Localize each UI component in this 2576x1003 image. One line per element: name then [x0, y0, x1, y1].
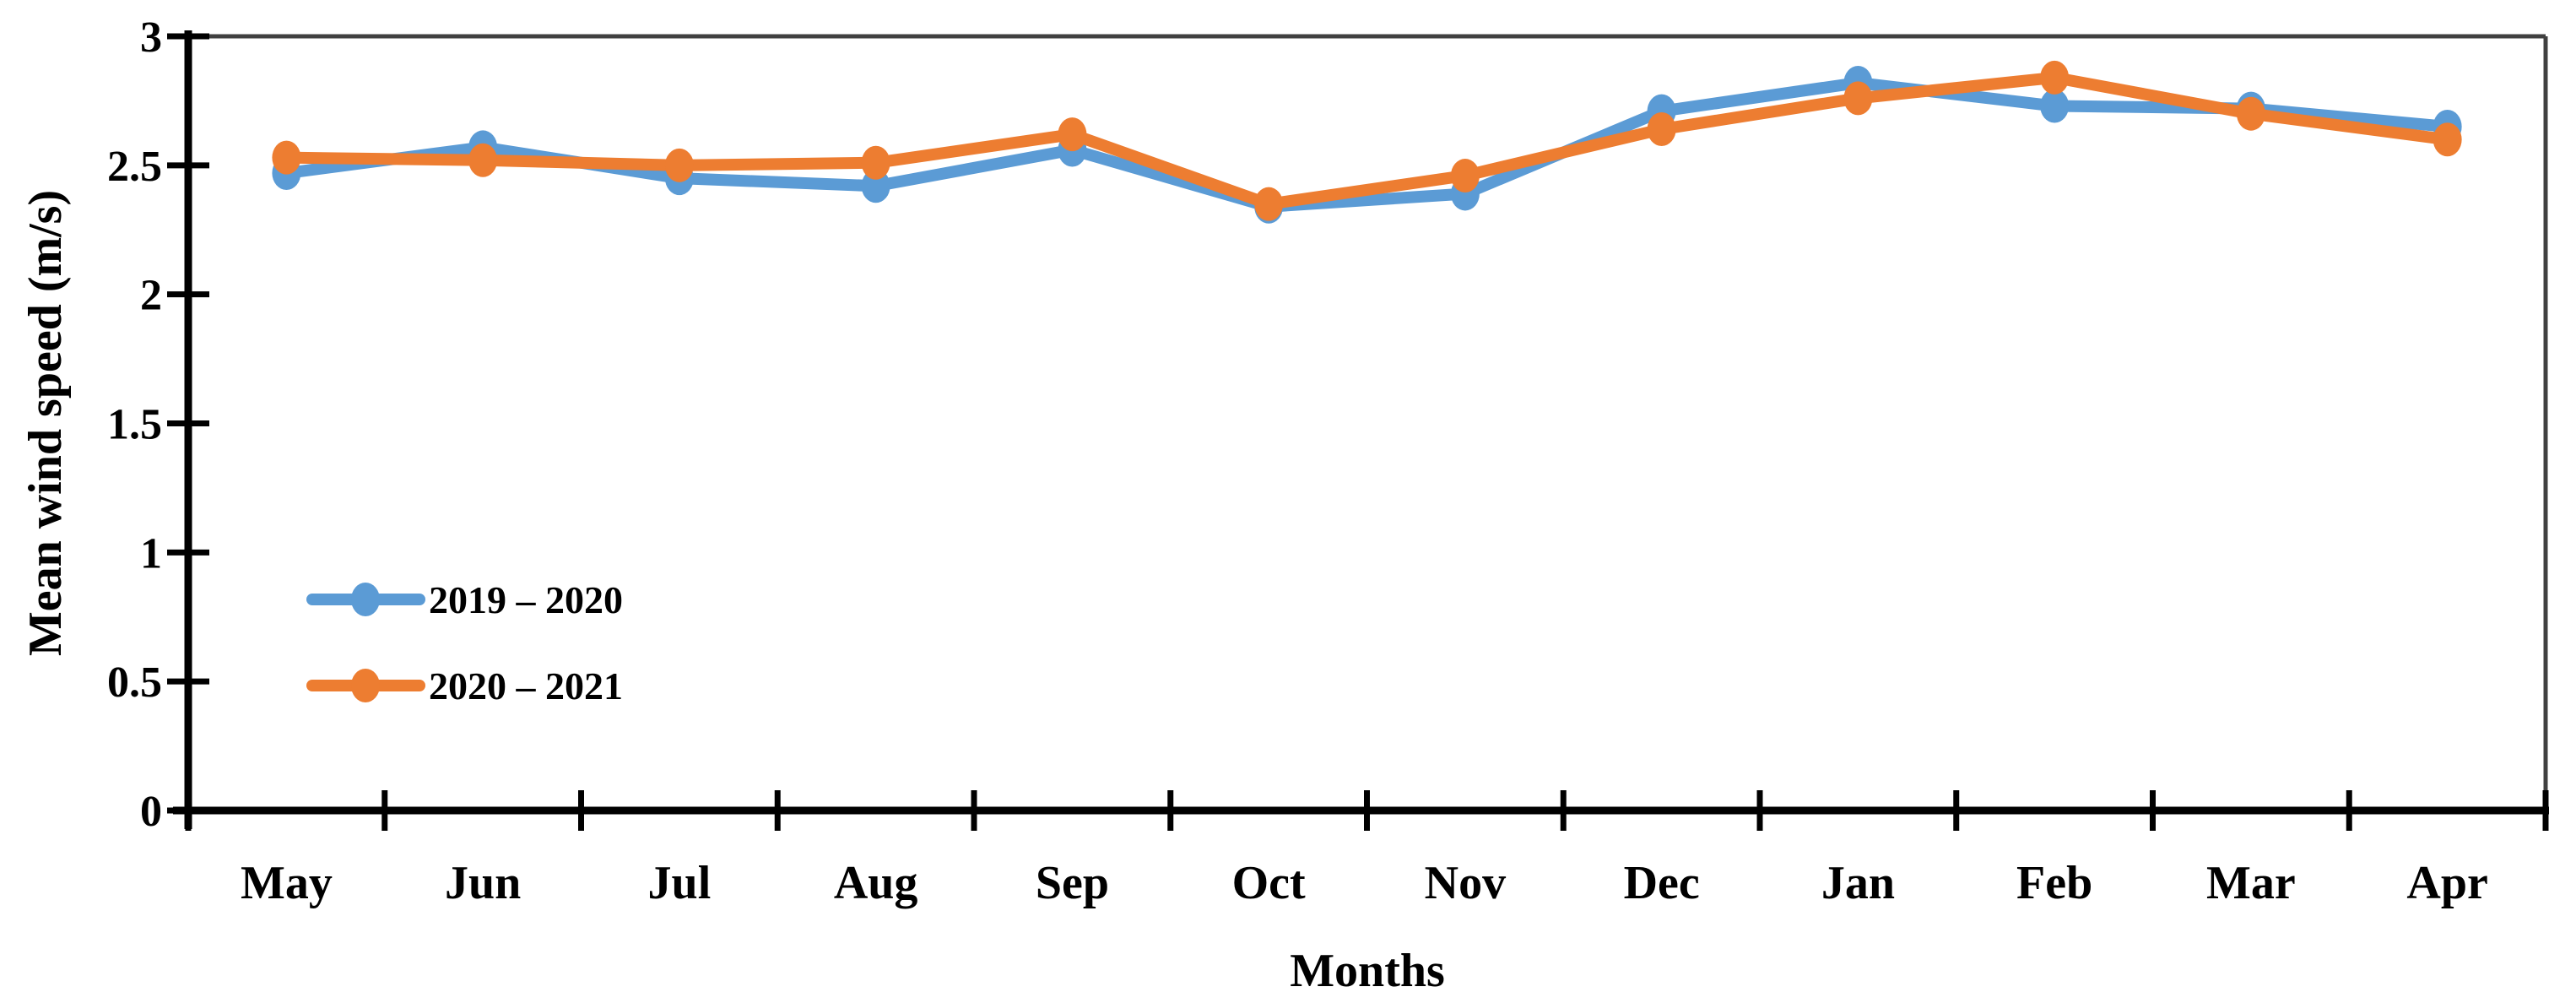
y-axis-ticks	[167, 33, 209, 814]
x-tick-label: Apr	[2406, 857, 2487, 909]
x-tick-label: Nov	[1425, 857, 1506, 909]
data-point-marker	[2236, 96, 2265, 131]
x-tick-label: Jun	[445, 857, 521, 909]
x-tick-label: Jan	[1821, 857, 1895, 909]
data-point-marker	[2433, 122, 2462, 157]
data-point-marker	[1843, 81, 1873, 116]
data-point-marker	[861, 145, 890, 180]
data-point-marker	[2040, 60, 2070, 95]
x-axis-title: Months	[1290, 945, 1445, 997]
y-axis-labels: 0 0.5 1 1.5 2 2.5 3	[107, 14, 162, 836]
data-point-marker	[861, 169, 890, 203]
x-tick-label: May	[241, 857, 333, 909]
legend-item-2020-2021: 2020 – 2021	[306, 664, 623, 708]
x-tick-label: Sep	[1036, 857, 1109, 909]
y-tick-label: 0	[140, 788, 162, 836]
series-line-2020 – 2021	[280, 71, 2454, 210]
data-point-marker	[1450, 159, 1480, 193]
data-point-marker	[1647, 112, 1676, 147]
data-point-marker	[664, 148, 694, 182]
series-line-2019 – 2020	[280, 77, 2454, 213]
y-axis-title: Mean wind speed (m/s)	[19, 190, 72, 656]
y-tick-label: 2	[140, 272, 162, 320]
x-tick-label: Oct	[1232, 857, 1306, 909]
x-tick-label: Aug	[834, 857, 918, 909]
series-layer	[272, 60, 2462, 224]
x-tick-label: Mar	[2206, 857, 2296, 909]
legend-marker	[351, 583, 380, 616]
data-point-marker	[468, 143, 498, 177]
legend-label: 2019 – 2020	[429, 578, 623, 621]
y-tick-label: 1	[140, 529, 162, 577]
y-tick-label: 0.5	[107, 659, 162, 707]
y-tick-label: 1.5	[107, 401, 162, 449]
x-tick-label: Feb	[2016, 857, 2092, 909]
x-tick-label: Dec	[1624, 857, 1700, 909]
x-axis-ticks	[185, 790, 2549, 831]
legend-marker	[351, 669, 380, 702]
y-tick-label: 2.5	[107, 143, 162, 191]
legend: 2019 – 2020 2020 – 2021	[306, 578, 623, 708]
data-point-marker	[1254, 187, 1284, 221]
data-point-marker	[1058, 117, 1087, 152]
data-point-marker	[2040, 89, 2070, 123]
legend-label: 2020 – 2021	[429, 664, 623, 708]
y-tick-label: 3	[140, 14, 162, 62]
x-tick-label: Jul	[648, 857, 712, 909]
x-axis-labels: May Jun Jul Aug Sep Oct Nov Dec Jan Feb …	[241, 857, 2488, 909]
data-point-marker	[272, 140, 301, 175]
legend-item-2019-2020: 2019 – 2020	[306, 578, 623, 621]
